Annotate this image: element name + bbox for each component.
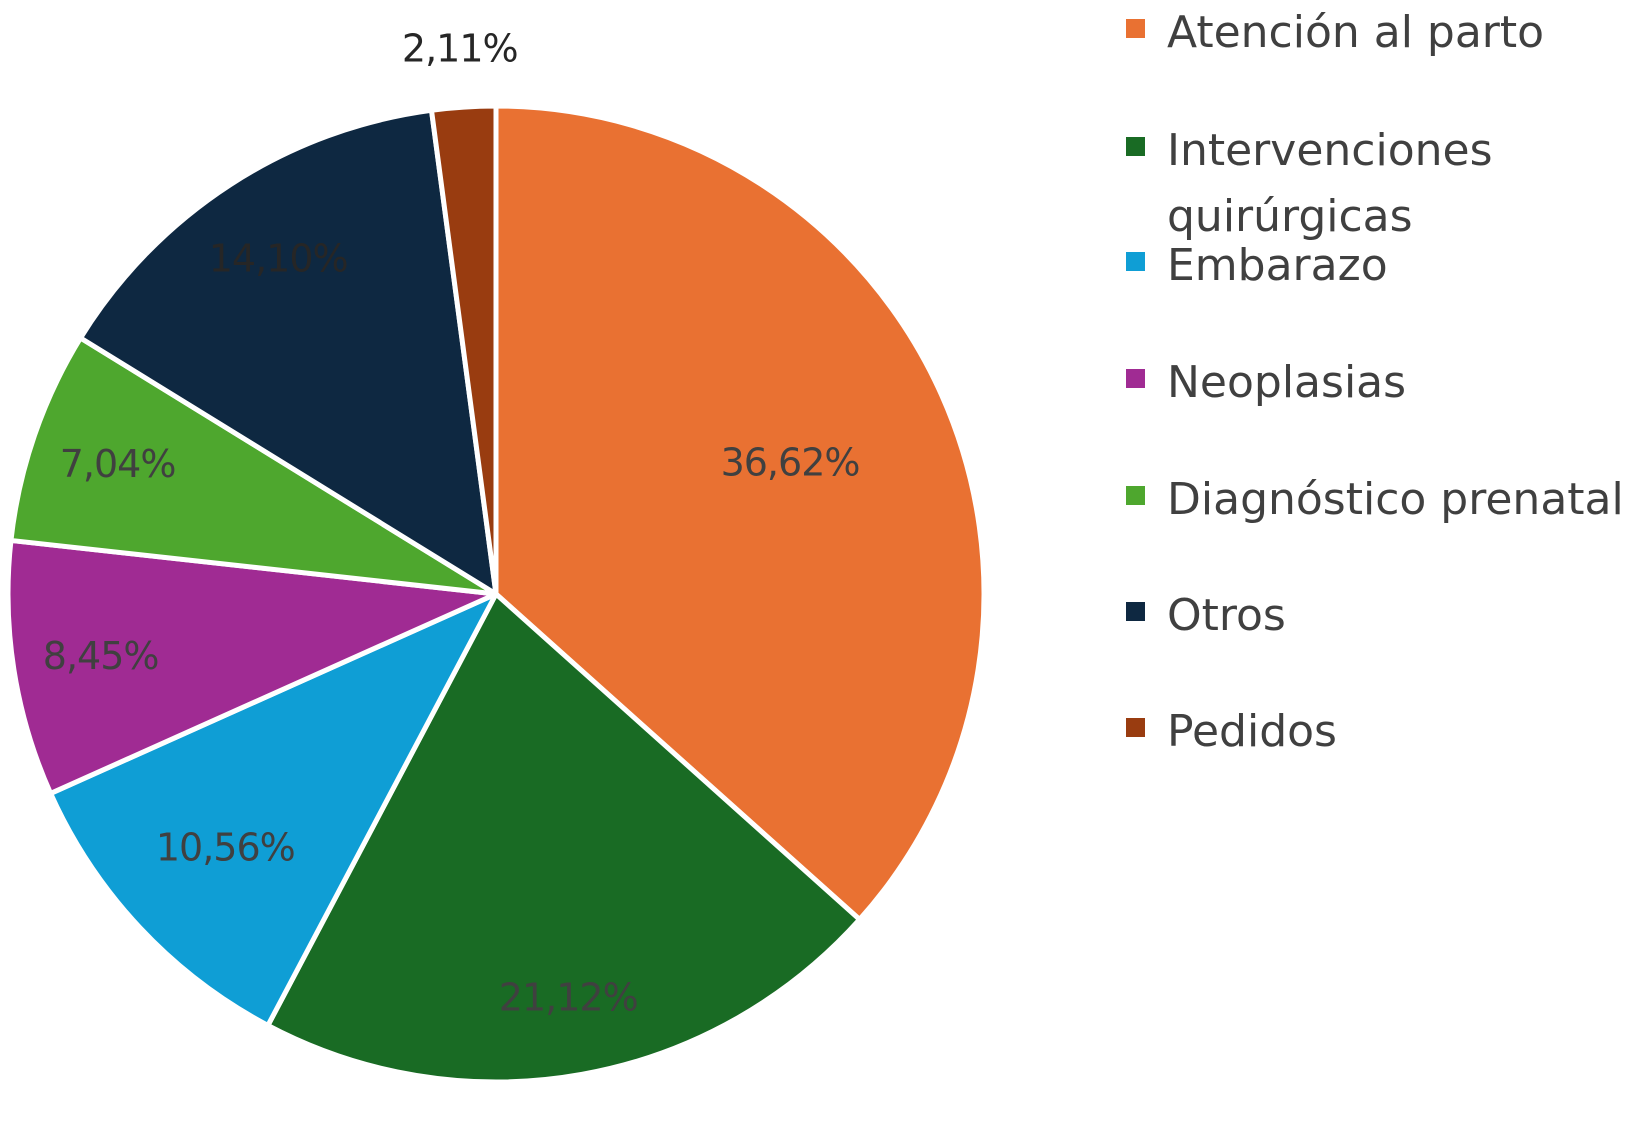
pie-slices — [5, 103, 987, 1085]
legend-item-atencion-al-parto: Atención al parto — [1126, 0, 1544, 66]
legend-swatch — [1126, 602, 1145, 621]
legend-item-neoplasias: Neoplasias — [1126, 350, 1406, 416]
chart-legend: Atención al parto Intervenciones quirúrg… — [1126, 0, 1627, 1123]
data-label-atencion-al-parto: 36,62% — [721, 441, 860, 485]
legend-item-intervenciones-quirurgicas: Intervenciones quirúrgicas — [1126, 118, 1507, 250]
data-label-otros: 14,10% — [209, 236, 348, 280]
legend-swatch — [1126, 19, 1145, 38]
legend-label: Neoplasias — [1167, 357, 1407, 408]
pie-slice-pedidos — [428, 103, 499, 597]
legend-label: Intervenciones quirúrgicas — [1167, 125, 1493, 242]
pie-slice-intervenciones-quirurgicas — [265, 591, 863, 1085]
legend-swatch — [1126, 252, 1145, 271]
data-label-pedidos: 2,11% — [402, 27, 518, 71]
legend-label: Pedidos — [1167, 706, 1337, 757]
data-label-intervenciones-quirurgicas: 21,12% — [499, 976, 638, 1020]
legend-swatch — [1126, 486, 1145, 505]
legend-item-diagnostico-prenatal: Diagnóstico prenatal — [1126, 467, 1624, 533]
legend-item-otros: Otros — [1126, 583, 1286, 649]
legend-label: Otros — [1167, 590, 1286, 641]
pie-slice-atencion-al-parto — [493, 103, 987, 922]
legend-item-embarazo: Embarazo — [1126, 233, 1388, 299]
pie-slice-otros — [78, 107, 499, 597]
legend-swatch — [1126, 718, 1145, 737]
pie-slice-neoplasias — [5, 537, 499, 796]
data-label-embarazo: 10,56% — [156, 826, 295, 870]
data-label-neoplasias: 8,45% — [43, 634, 159, 678]
legend-swatch — [1126, 369, 1145, 388]
legend-swatch — [1126, 137, 1145, 156]
legend-label: Atención al parto — [1167, 7, 1545, 58]
pie-slice-diagnostico-prenatal — [8, 335, 499, 597]
pie-data-labels: 36,62% 21,12% 10,56% 8,45% 7,04% 14,10% 2,11% — [43, 27, 861, 1020]
data-label-diagnostico-prenatal: 7,04% — [60, 442, 176, 486]
pie-slice-embarazo — [48, 591, 499, 1028]
legend-label: Embarazo — [1167, 240, 1388, 291]
legend-item-pedidos: Pedidos — [1126, 699, 1337, 765]
legend-label: Diagnóstico prenatal — [1167, 474, 1624, 525]
